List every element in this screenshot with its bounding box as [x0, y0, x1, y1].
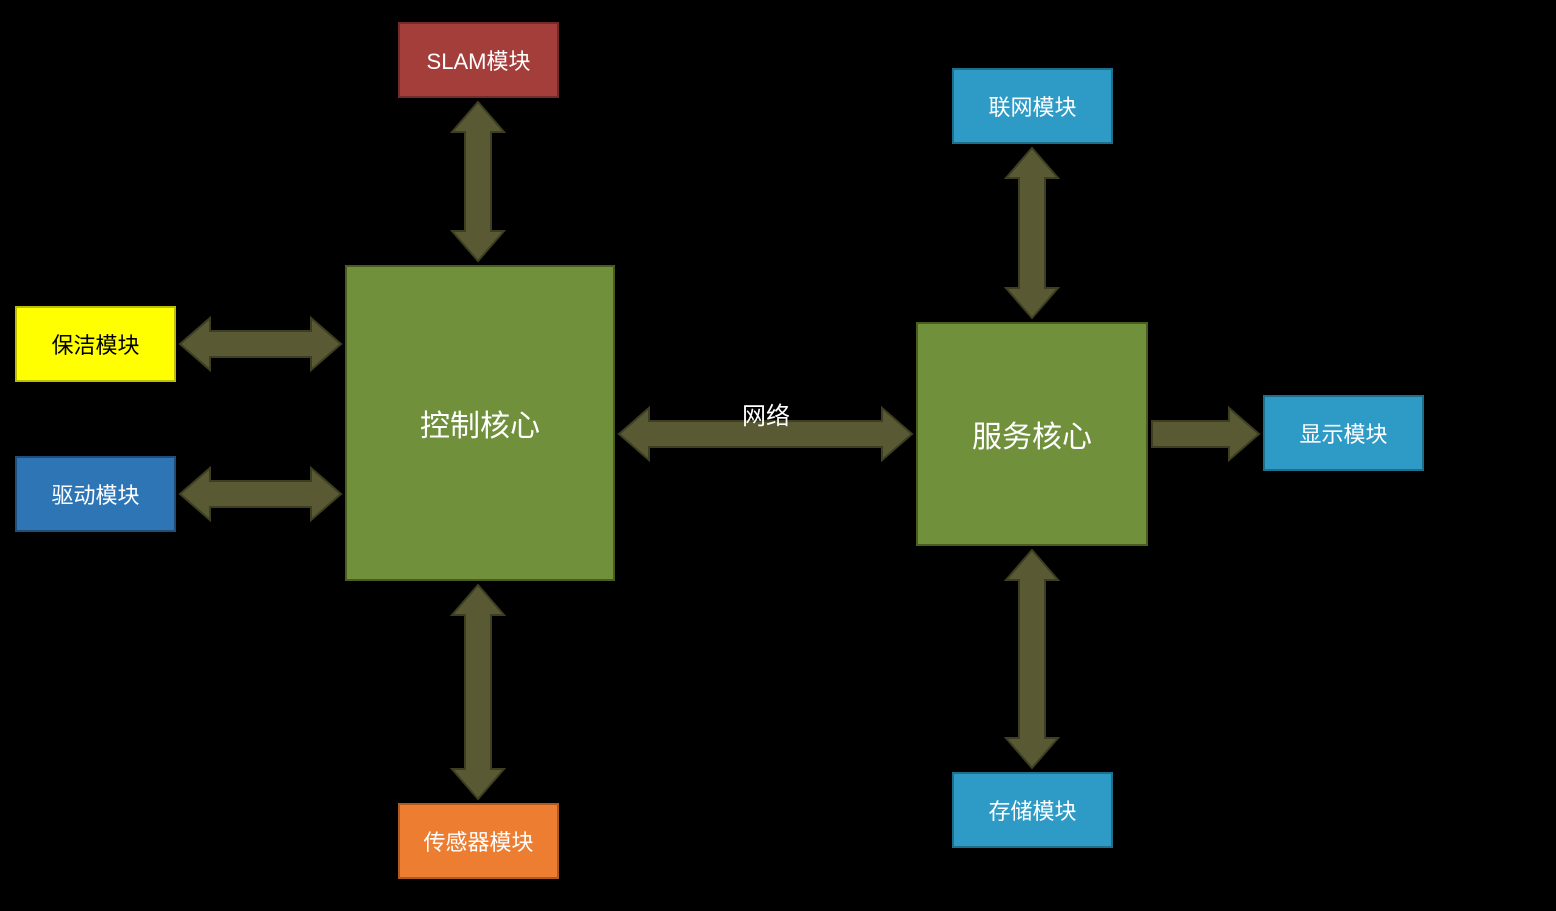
node-service-core: 服务核心	[916, 322, 1148, 546]
node-label: 驱动模块	[51, 478, 139, 510]
diagram-canvas: SLAM模块 保洁模块 驱动模块 传感器模块 联网模块 存储模块 显示模块 控制…	[0, 0, 1556, 911]
node-label: SLAM模块	[427, 44, 531, 76]
arrow-srv-storage	[1006, 550, 1058, 768]
arrow-clean-ctrl	[180, 318, 341, 370]
edge-label-ctrl-srv: 网络	[742, 396, 790, 431]
node-label: 保洁模块	[51, 328, 139, 360]
node-display-module: 显示模块	[1263, 395, 1424, 471]
node-control-core: 控制核心	[345, 265, 615, 581]
node-label: 控制核心	[420, 401, 540, 445]
node-label: 显示模块	[1299, 417, 1387, 449]
arrow-drive-ctrl	[180, 468, 341, 520]
node-sensor-module: 传感器模块	[398, 803, 559, 879]
arrow-ctrl-sensor	[452, 585, 504, 799]
node-label: 传感器模块	[423, 825, 533, 857]
node-network-module: 联网模块	[952, 68, 1113, 144]
node-label: 服务核心	[972, 412, 1092, 456]
node-label: 存储模块	[988, 794, 1076, 826]
node-storage-module: 存储模块	[952, 772, 1113, 848]
node-slam-module: SLAM模块	[398, 22, 559, 98]
arrow-slam-ctrl	[452, 102, 504, 261]
arrow-net-srv	[1006, 148, 1058, 318]
node-label: 联网模块	[988, 90, 1076, 122]
node-drive-module: 驱动模块	[15, 456, 176, 532]
arrow-srv-display	[1152, 408, 1259, 460]
node-clean-module: 保洁模块	[15, 306, 176, 382]
